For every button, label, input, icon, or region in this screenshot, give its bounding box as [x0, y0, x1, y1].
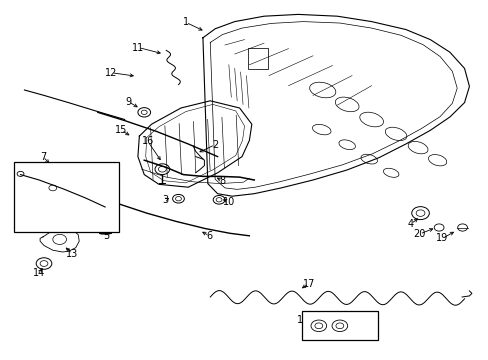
Text: 8: 8 [219, 176, 225, 186]
Text: 11: 11 [132, 42, 144, 53]
Text: 12: 12 [105, 68, 118, 78]
Text: 16: 16 [141, 136, 154, 146]
Text: 20: 20 [412, 229, 425, 239]
Text: 7: 7 [40, 152, 46, 162]
Text: 13: 13 [66, 249, 79, 259]
Bar [99, 212, 111, 233]
Text: 14: 14 [33, 268, 45, 278]
Text: 9: 9 [125, 96, 131, 107]
Text: 3: 3 [162, 195, 168, 205]
Text: 19: 19 [435, 233, 448, 243]
Text: 10: 10 [222, 197, 235, 207]
Bar [14, 162, 119, 232]
Text: 18: 18 [296, 315, 309, 325]
Text: 15: 15 [115, 125, 127, 135]
Text: 5: 5 [103, 231, 109, 241]
Text: 1: 1 [183, 17, 188, 27]
Text: 4: 4 [407, 219, 413, 229]
Text: 6: 6 [206, 231, 212, 241]
Bar [302, 311, 377, 340]
Text: 17: 17 [302, 279, 315, 289]
Bar [247, 48, 268, 69]
Text: 2: 2 [212, 140, 218, 150]
